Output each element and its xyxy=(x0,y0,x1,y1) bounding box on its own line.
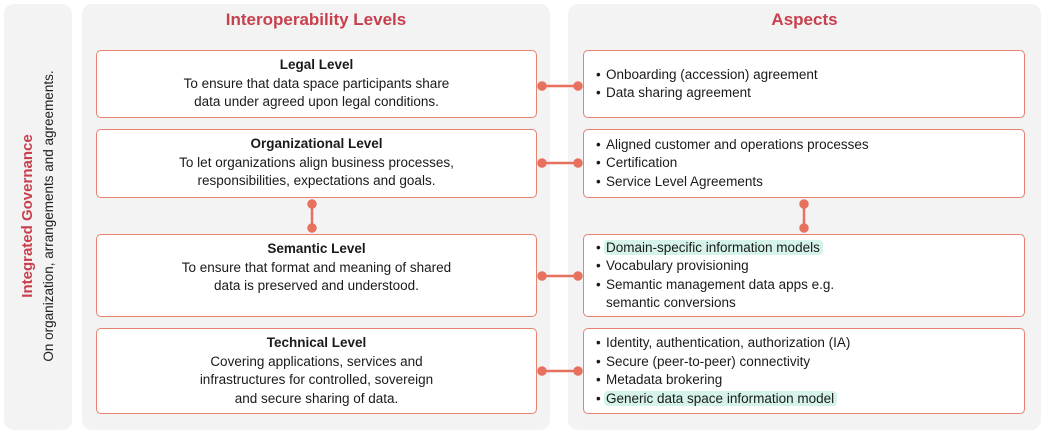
level-description-line: responsibilities, expectations and goals… xyxy=(197,173,436,188)
aspects-header: Aspects xyxy=(771,10,838,29)
aspect-item: Onboarding (accession) agreement xyxy=(596,66,1024,85)
technical-aspects-box: Identity, authentication, authorization … xyxy=(583,328,1025,414)
aspect-item: Semantic management data apps e.g. semant… xyxy=(596,276,1024,313)
connector-levels-vertical xyxy=(307,199,317,233)
aspect-item: Data sharing agreement xyxy=(596,84,1024,103)
level-description-line: data is preserved and understood. xyxy=(214,278,419,293)
highlighted-aspect: Generic data space information model xyxy=(604,390,838,406)
semantic-aspects-box: Domain-specific information models Vocab… xyxy=(583,234,1025,317)
level-description-line: data under agreed upon legal conditions. xyxy=(194,94,439,109)
aspect-item: Identity, authentication, authorization … xyxy=(596,334,1024,353)
semantic-level-box: Semantic Level To ensure that format and… xyxy=(96,234,537,317)
aspects-list: Domain-specific information models Vocab… xyxy=(596,239,1024,313)
aspects-list: Onboarding (accession) agreement Data sh… xyxy=(596,66,1024,103)
aspect-item: Generic data space information model xyxy=(596,390,1024,409)
level-description-line: Covering applications, services and xyxy=(210,353,423,369)
level-description-line: and secure sharing of data. xyxy=(234,390,399,406)
aspect-item: Secure (peer-to-peer) connectivity xyxy=(596,353,1024,372)
aspect-item-continuation: semantic conversions xyxy=(606,295,736,310)
connector-aspects-vertical xyxy=(799,199,809,233)
aspect-item: Aligned customer and operations processe… xyxy=(596,136,1024,155)
level-title: Organizational Level xyxy=(250,136,383,151)
connector-organizational xyxy=(537,158,583,168)
level-title: Technical Level xyxy=(266,335,367,350)
aspects-list: Identity, authentication, authorization … xyxy=(596,334,1024,408)
organizational-level-box: Organizational Level To let organization… xyxy=(96,129,537,198)
aspects-list: Aligned customer and operations processe… xyxy=(596,136,1024,192)
connector-technical xyxy=(537,366,583,376)
level-title: Legal Level xyxy=(279,57,354,72)
level-description-line: To ensure that data space participants s… xyxy=(183,75,450,91)
level-description-line: To let organizations align business proc… xyxy=(179,154,454,170)
aspect-item: Domain-specific information models xyxy=(596,239,1024,258)
level-description-line: infrastructures for controlled, sovereig… xyxy=(199,372,434,387)
technical-level-box: Technical Level Covering applications, s… xyxy=(96,328,537,414)
legal-level-box: Legal Level To ensure that data space pa… xyxy=(96,50,537,118)
connector-legal xyxy=(537,81,583,91)
aspect-item-text: Semantic management data apps e.g. xyxy=(606,276,835,292)
organizational-aspects-box: Aligned customer and operations processe… xyxy=(583,129,1025,198)
level-title: Semantic Level xyxy=(267,241,366,256)
aspect-item: Metadata brokering xyxy=(596,371,1024,390)
aspect-item: Certification xyxy=(596,154,1024,173)
governance-side-panel xyxy=(4,4,72,430)
aspect-item: Vocabulary provisioning xyxy=(596,257,1024,276)
level-description-line: To ensure that format and meaning of sha… xyxy=(181,259,452,275)
legal-aspects-box: Onboarding (accession) agreement Data sh… xyxy=(583,50,1025,118)
highlighted-aspect: Domain-specific information models xyxy=(604,239,823,255)
aspect-item: Service Level Agreements xyxy=(596,173,1024,192)
levels-header: Interoperability Levels xyxy=(225,10,407,29)
connector-semantic xyxy=(537,271,583,281)
